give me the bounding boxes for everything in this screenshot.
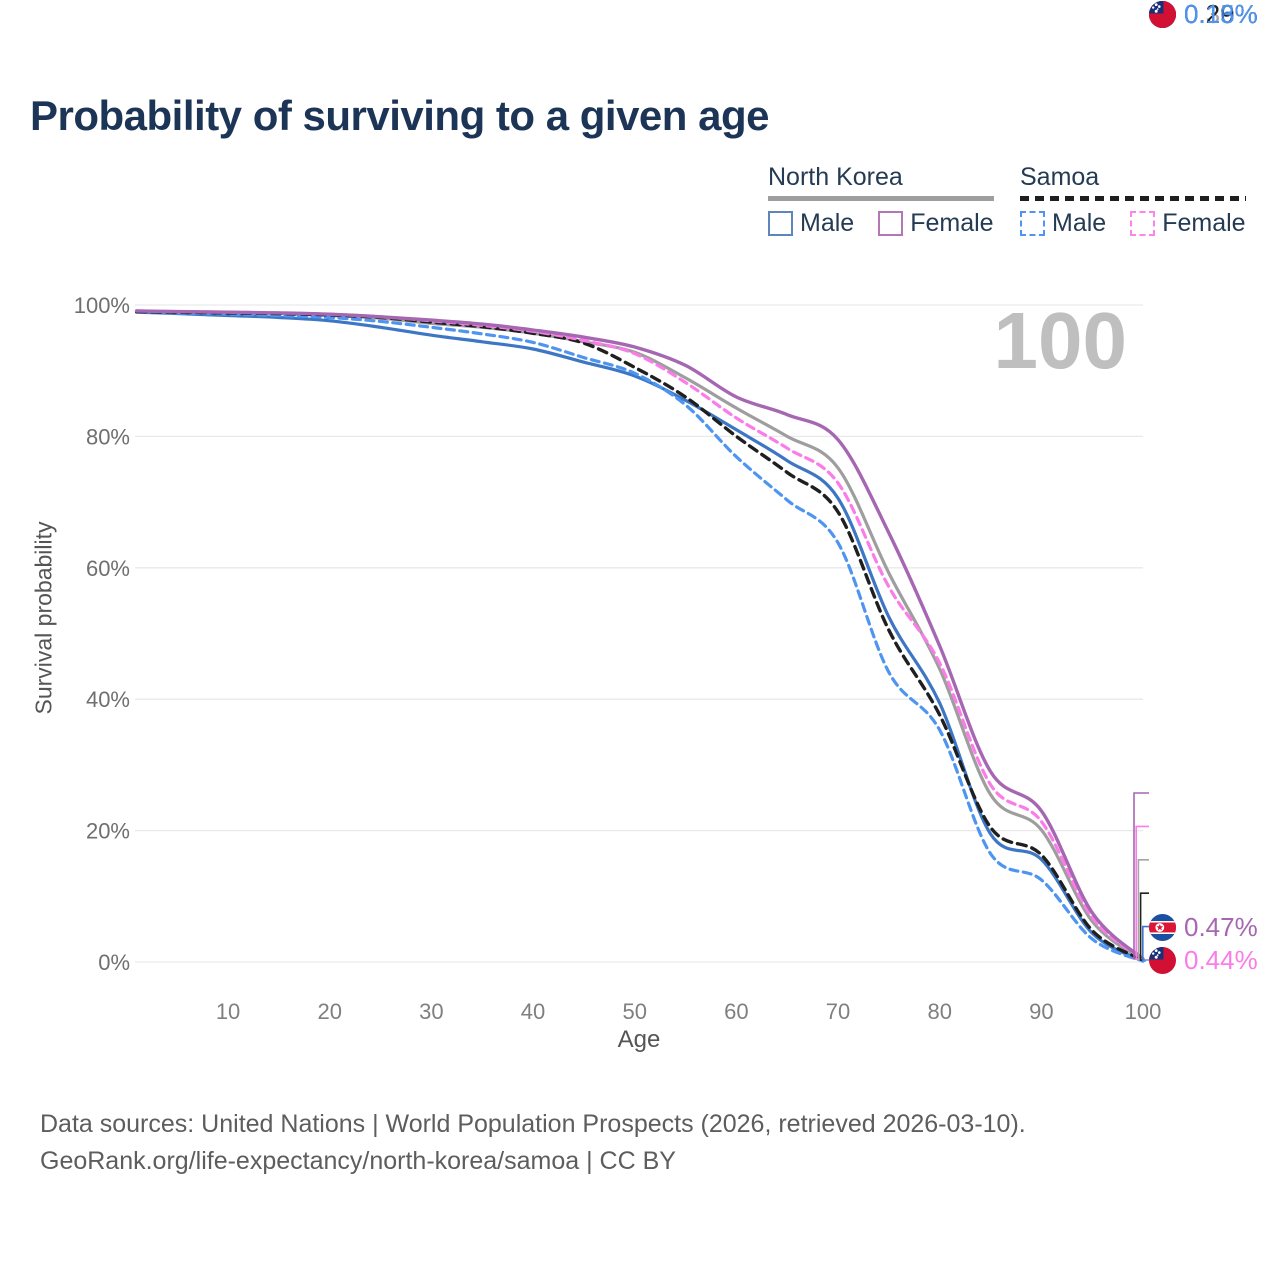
legend-swatch-samoa-female [1130,210,1156,236]
legend-item-label: Male [1052,208,1107,237]
legend-line-sample-samoa [1020,196,1246,201]
end-label-value: 0.16% [1184,0,1258,29]
end-label-connector [1142,925,1149,962]
end-label-value: 0.13% [1184,0,1258,29]
series-line-north-korea-female [134,309,1145,961]
legend-item-samoa-male[interactable]: Male [1020,209,1106,238]
footer: Data sources: United Nations | World Pop… [40,1106,1026,1180]
x-tick-label: 50 [622,999,646,1024]
grid-layer [135,304,1143,963]
legend-group-samoa: Samoa Male Female [1020,163,1246,238]
y-tick-label: 0% [98,950,130,975]
legend-item-north-korea-female[interactable]: Female [878,208,994,238]
end-label-connector [1139,892,1149,961]
x-tick-label: 90 [1029,999,1053,1024]
x-tick-label: 40 [521,999,545,1024]
x-tick-label: 10 [216,999,240,1024]
x-tick-label: 30 [419,999,443,1024]
legend-swatch-samoa-male [1020,210,1045,236]
end-label-samoa-female: 0.44% [1149,944,1258,975]
legend-item-north-korea-male[interactable]: Male [768,209,854,238]
end-label-value: 0.35% [1184,0,1258,29]
end-label-value: 0.44% [1184,944,1258,975]
series-line-samoa-male [135,310,1145,963]
end-label-value: 0.47% [1184,911,1258,942]
end-label-samoa-male: 0.13% [1149,0,1258,29]
legend-line-sample-north-korea [768,196,994,201]
legend-swatch-north-korea-male [768,210,793,236]
north-korea-flag-icon [1149,913,1176,941]
x-tick-label: 20 [317,999,341,1024]
end-label-value: 0.29% [1184,0,1258,29]
connector-layer [1133,792,1149,962]
footer-data-sources: Data sources: United Nations | World Pop… [40,1110,1026,1138]
y-tick-label: 80% [86,424,130,449]
y-tick-label: 40% [86,687,130,712]
x-tick-label: 100 [1125,999,1162,1024]
page-title: Probability of surviving to a given age [30,92,769,139]
x-axis-title: Age [617,1026,661,1053]
y-axis-title: Survival probability [30,521,57,715]
watermark-layer: 100 [994,296,1127,385]
y-tick-label: 20% [86,819,130,844]
samoa-flag-icon [1149,946,1176,974]
samoa-flag-icon [1149,0,1176,28]
series-line-north-korea-male [135,310,1145,963]
y-tick-label: 100% [74,293,130,318]
legend-swatch-north-korea-female [878,210,904,236]
end-label-north-korea-female: 0.47% [1149,911,1258,942]
x-tick-label: 70 [826,999,850,1024]
x-tick-label: 80 [927,999,951,1024]
end-label-connector [1143,959,1149,962]
legend-group-north-korea: North Korea Male Female [768,163,994,238]
legend-group-title-samoa: Samoa [1020,163,1100,191]
legend-group-title-north-korea: North Korea [768,163,903,191]
series-line-samoa-female [135,309,1145,961]
legend-item-label: Female [910,208,994,237]
series-line-north-korea-both-sexes [135,310,1145,962]
series-line-samoa-both-sexes [134,309,1145,962]
footer-attribution: GeoRank.org/life-expectancy/north-korea/… [40,1147,676,1175]
series-layer [134,309,1145,963]
y-tick-label: 60% [86,556,130,581]
legend-item-label: Female [1162,208,1246,237]
legend-item-label: Male [800,208,855,237]
legend-item-samoa-female[interactable]: Female [1130,208,1246,238]
x-tick-label: 60 [724,999,748,1024]
tick-layer: 0% 20% 40% 60% 80% 100% 10 20 30 40 50 60 70 80 90 100 [74,293,1162,1024]
age-watermark: 100 [994,296,1127,385]
